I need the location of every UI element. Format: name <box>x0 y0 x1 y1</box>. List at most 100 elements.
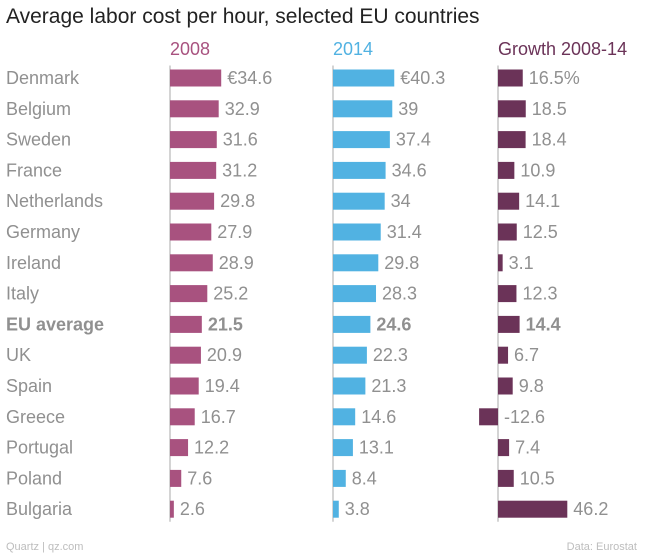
bar-1 <box>333 285 377 303</box>
value-label: 28.3 <box>382 284 417 304</box>
value-label: 12.5 <box>523 222 558 242</box>
value-label: 9.8 <box>519 376 544 396</box>
category-label: Spain <box>6 376 52 396</box>
category-label: Greece <box>6 407 65 427</box>
bar-1 <box>333 500 339 518</box>
value-label: 29.8 <box>220 191 255 211</box>
value-label: 13.1 <box>359 438 394 458</box>
value-label: 31.4 <box>387 222 422 242</box>
bar-2 <box>498 254 503 272</box>
series-header-0: 2008 <box>170 39 210 59</box>
value-label: 18.4 <box>532 130 567 150</box>
value-label: 32.9 <box>225 99 260 119</box>
value-label: €40.3 <box>400 68 445 88</box>
bar-1 <box>333 100 393 118</box>
footer-source-left: Quartz | qz.com <box>6 541 84 553</box>
value-label: 10.5 <box>520 468 555 488</box>
bar-2 <box>498 439 510 457</box>
value-label: 27.9 <box>217 222 252 242</box>
value-label: 46.2 <box>573 499 608 519</box>
bar-2 <box>498 100 526 118</box>
bar-2 <box>498 131 526 149</box>
bar-1 <box>333 439 353 457</box>
bar-2 <box>498 161 515 179</box>
chart-title: Average labor cost per hour, selected EU… <box>6 5 480 28</box>
bar-1 <box>333 223 381 241</box>
value-label: 39 <box>398 99 418 119</box>
bar-2 <box>498 315 520 333</box>
value-label: 14.1 <box>525 191 560 211</box>
value-label: 18.5 <box>532 99 567 119</box>
category-label: Portugal <box>6 438 73 458</box>
bar-2 <box>479 408 498 426</box>
category-label: Germany <box>6 222 80 242</box>
value-label: 12.3 <box>522 284 557 304</box>
value-label: 34 <box>391 191 411 211</box>
bar-1 <box>333 192 385 210</box>
bar-0 <box>170 69 222 87</box>
series-header-1: 2014 <box>333 39 373 59</box>
value-label: 37.4 <box>396 130 431 150</box>
bar-0 <box>170 285 208 303</box>
bar-1 <box>333 315 371 333</box>
bar-0 <box>170 439 189 457</box>
value-label: 8.4 <box>352 468 377 488</box>
value-label: 19.4 <box>205 376 240 396</box>
value-label: 3.8 <box>345 499 370 519</box>
bar-2 <box>498 346 509 364</box>
bar-0 <box>170 254 213 272</box>
value-label: 16.5% <box>529 68 580 88</box>
value-label: 31.6 <box>223 130 258 150</box>
value-label: 21.3 <box>371 376 406 396</box>
category-label: Bulgaria <box>6 499 73 519</box>
series-header-2: Growth 2008-14 <box>498 39 627 59</box>
bar-2 <box>498 285 517 303</box>
value-label: 22.3 <box>373 345 408 365</box>
category-label: Italy <box>6 284 39 304</box>
bar-2 <box>498 69 523 87</box>
bar-2 <box>498 223 517 241</box>
bar-1 <box>333 469 346 487</box>
value-label: 34.6 <box>392 160 427 180</box>
value-label: 28.9 <box>219 253 254 273</box>
bar-1 <box>333 408 356 426</box>
value-label: 20.9 <box>207 345 242 365</box>
bar-1 <box>333 69 395 87</box>
category-label: Ireland <box>6 253 61 273</box>
bar-2 <box>498 192 520 210</box>
value-label: 31.2 <box>222 160 257 180</box>
bar-1 <box>333 254 379 272</box>
bar-0 <box>170 223 212 241</box>
category-label: Belgium <box>6 99 71 119</box>
bar-2 <box>498 500 568 518</box>
bar-0 <box>170 469 182 487</box>
value-label: 16.7 <box>201 407 236 427</box>
bar-0 <box>170 161 217 179</box>
category-label: Denmark <box>6 68 80 88</box>
category-label: EU average <box>6 314 104 334</box>
value-label: 12.2 <box>194 438 229 458</box>
bar-0 <box>170 408 195 426</box>
value-label: 14.6 <box>361 407 396 427</box>
value-label: 21.5 <box>208 314 243 334</box>
bar-0 <box>170 377 199 395</box>
category-label: Sweden <box>6 130 71 150</box>
value-label: 7.4 <box>515 438 540 458</box>
category-label: Netherlands <box>6 191 103 211</box>
value-label: 7.6 <box>187 468 212 488</box>
bar-0 <box>170 100 219 118</box>
value-label: €34.6 <box>227 68 272 88</box>
value-label: 10.9 <box>520 160 555 180</box>
bar-0 <box>170 315 202 333</box>
bar-0 <box>170 192 215 210</box>
value-label: 25.2 <box>213 284 248 304</box>
category-label: UK <box>6 345 31 365</box>
footer-source-right: Data: Eurostat <box>566 541 637 553</box>
bar-0 <box>170 131 217 149</box>
value-label: 2.6 <box>180 499 205 519</box>
value-label: -12.6 <box>504 407 545 427</box>
bar-2 <box>498 469 514 487</box>
value-label: 3.1 <box>509 253 534 273</box>
value-label: 24.6 <box>376 314 411 334</box>
